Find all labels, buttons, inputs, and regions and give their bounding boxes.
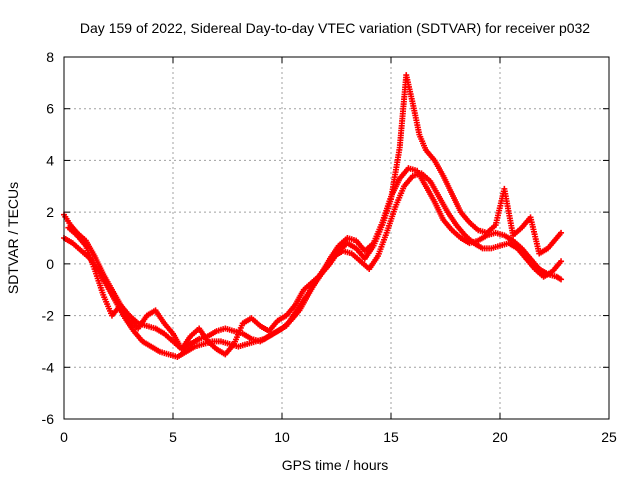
y-tick-label: -2 <box>42 308 55 324</box>
y-tick-label: 4 <box>46 152 54 168</box>
x-tick-label: 25 <box>601 429 617 445</box>
x-axis-label: GPS time / hours <box>282 457 389 473</box>
series-track-3 <box>65 72 565 358</box>
y-tick-label: 6 <box>46 101 54 117</box>
grid-lines <box>64 57 609 419</box>
x-tick-labels: 0 5 10 15 20 25 <box>60 429 617 445</box>
y-tick-label: -6 <box>42 411 55 427</box>
plot-frame <box>63 56 610 420</box>
y-tick-label: 0 <box>46 256 54 272</box>
x-tick-label: 15 <box>383 429 399 445</box>
x-tick-label: 5 <box>169 429 177 445</box>
y-tick-label: -4 <box>42 359 55 375</box>
y-axis-label: SDTVAR / TECUs <box>5 182 21 294</box>
chart-title: Day 159 of 2022, Sidereal Day-to-day VTE… <box>80 20 590 36</box>
x-tick-label: 20 <box>492 429 508 445</box>
x-tick-label: 0 <box>60 429 68 445</box>
x-tick-label: 10 <box>274 429 290 445</box>
data-point-marker <box>558 229 565 236</box>
axis-ticks <box>63 56 610 420</box>
y-tick-labels: -6 -4 -2 0 2 4 6 8 <box>42 49 55 427</box>
y-tick-label: 2 <box>46 204 54 220</box>
series-track-2 <box>61 170 565 360</box>
data-points <box>61 72 565 360</box>
data-point-marker <box>558 276 565 283</box>
y-tick-label: 8 <box>46 49 54 65</box>
data-point-marker <box>558 258 565 265</box>
